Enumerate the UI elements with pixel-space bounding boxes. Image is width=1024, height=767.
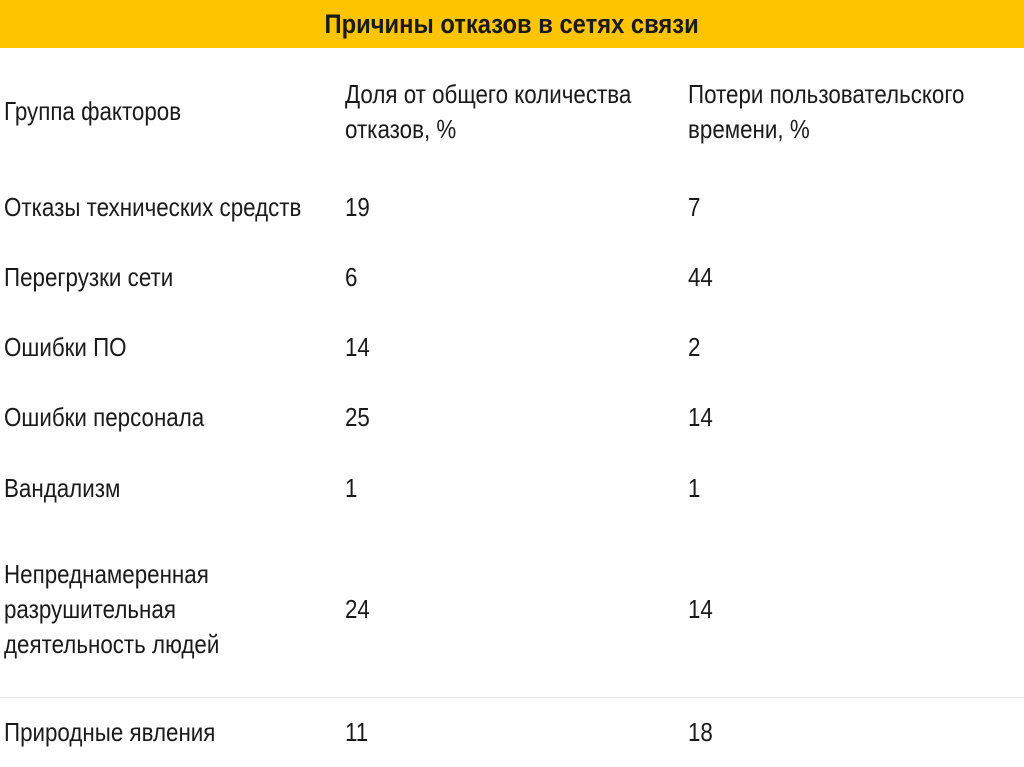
table-row-group-line1: Непреднамеренная xyxy=(4,559,209,589)
header-share-line2: отказов, % xyxy=(345,114,457,144)
table-row-group-line3: деятельность людей xyxy=(4,629,220,659)
table-row-loss: 14 xyxy=(688,594,713,624)
table-row-share: 6 xyxy=(345,262,358,292)
table-row-loss: 2 xyxy=(688,332,701,362)
table-row-group: Отказы технических средств xyxy=(4,192,302,222)
table-row-share: 11 xyxy=(345,717,369,747)
table-row-share: 14 xyxy=(345,332,370,362)
table-row-share: 1 xyxy=(345,473,358,503)
table-row-loss: 18 xyxy=(688,717,713,747)
header-loss-line2: времени, % xyxy=(688,114,810,144)
table-row-group: Перегрузки сети xyxy=(4,262,174,292)
header-group: Группа факторов xyxy=(4,96,182,126)
table-row-group: Ошибки ПО xyxy=(4,332,127,362)
table-row-group: Вандализм xyxy=(4,473,121,503)
page-title: Причины отказов в сетях связи xyxy=(324,8,700,39)
table-row-loss: 7 xyxy=(688,192,701,222)
table-row-group-line2: разрушительная xyxy=(4,594,176,624)
table-row-loss: 1 xyxy=(688,473,701,503)
table-row-share: 24 xyxy=(345,594,370,624)
table-row-group: Природные явления xyxy=(4,717,216,747)
table-row-share: 25 xyxy=(345,402,370,432)
title-bar: Причины отказов в сетях связи xyxy=(0,0,1024,48)
header-loss-line1: Потери пользовательского xyxy=(688,79,965,109)
table-row-group: Ошибки персонала xyxy=(4,402,205,432)
table-row-loss: 14 xyxy=(688,402,713,432)
table-row-share: 19 xyxy=(345,192,370,222)
row-divider xyxy=(0,697,1024,698)
header-share-line1: Доля от общего количества xyxy=(345,79,632,109)
table-row-loss: 44 xyxy=(688,262,713,292)
